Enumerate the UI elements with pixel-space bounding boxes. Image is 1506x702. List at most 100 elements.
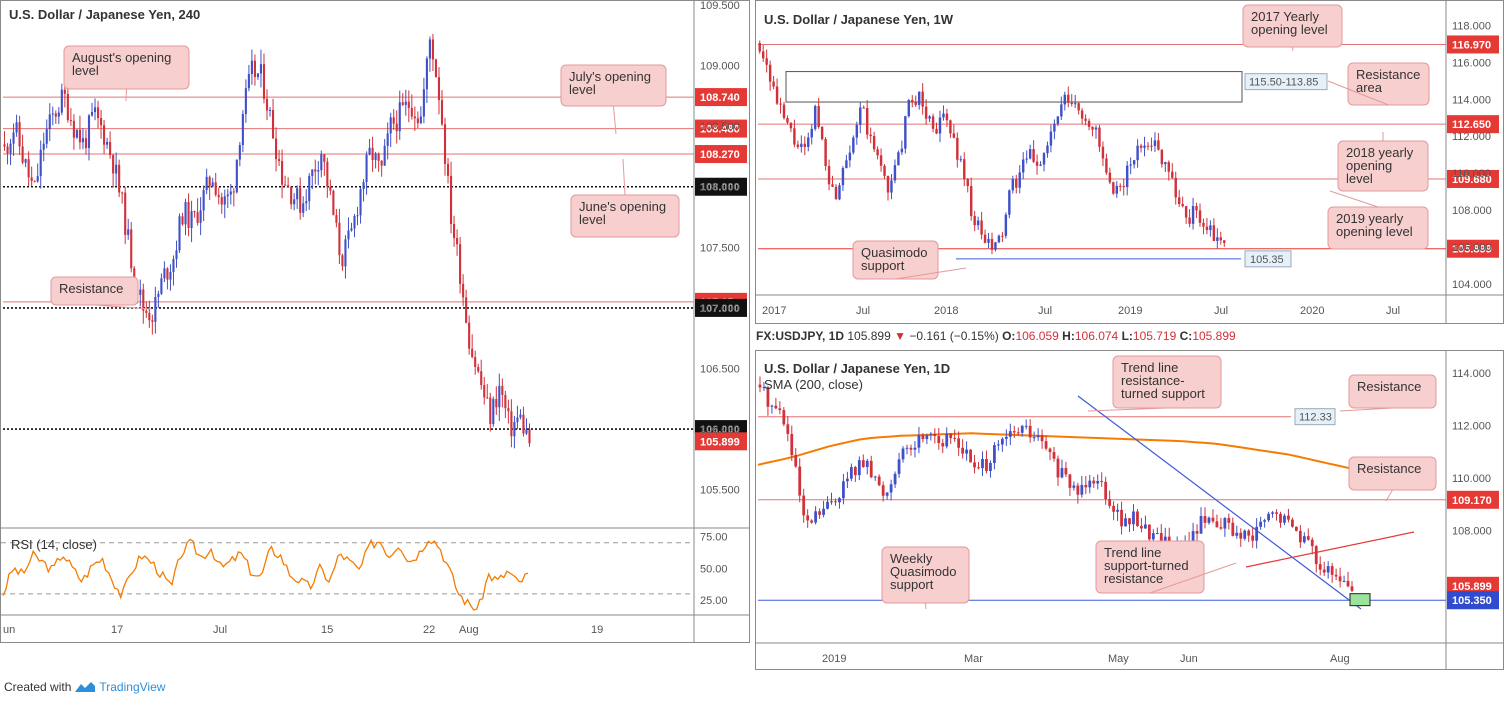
h4-candle — [259, 64, 263, 74]
weekly-candle — [1191, 206, 1195, 224]
weekly-candle — [997, 235, 1001, 243]
level-label: 112.33 — [1299, 412, 1332, 424]
chart-title: U.S. Dollar / Japanese Yen, 1D — [764, 361, 950, 376]
h4-candle — [175, 250, 178, 260]
h4-candle — [27, 159, 30, 178]
price-label-text: 108.270 — [700, 149, 740, 161]
y-tick-label: 107.000 — [700, 303, 740, 315]
weekly-candle — [859, 107, 862, 125]
h4-candle — [365, 154, 368, 183]
h4-candle — [456, 238, 459, 245]
chart-panel-daily[interactable]: 112.33 109.170 105.899 105.350 114.000 112.00… — [755, 350, 1504, 670]
h4-candle — [63, 89, 66, 94]
weekly-candle — [1063, 94, 1067, 105]
weekly-candle — [952, 133, 956, 138]
h4-candle — [471, 348, 474, 357]
callout-2019-text: opening level — [1336, 224, 1413, 239]
daily-candle — [830, 501, 833, 503]
h4-candle — [166, 268, 169, 280]
weekly-candle — [1087, 120, 1091, 127]
daily-candle — [1020, 425, 1024, 433]
weekly-candle — [935, 128, 938, 134]
daily-candle — [965, 449, 968, 454]
h4-candle — [163, 268, 166, 279]
callout-2017-pointer — [1292, 46, 1294, 52]
h4-candle — [274, 138, 278, 160]
weekly-candle — [1039, 164, 1042, 166]
daily-candle — [1128, 518, 1131, 525]
callout-quasimodo-text: Quasimodo — [861, 245, 927, 260]
h4-candle — [172, 259, 175, 272]
callout-resistance-area-text: area — [1356, 80, 1383, 95]
chart-panel-h4[interactable]: 108.740108.480108.270108.000107.05107.00… — [0, 0, 750, 643]
h4-candle — [36, 176, 39, 182]
x-tick-label: 2019 — [1118, 305, 1142, 317]
callout-resistance-1-text: Resistance — [1357, 379, 1421, 394]
x-tick-label: 2018 — [934, 305, 958, 317]
callout-trend-support-text: Trend line — [1104, 545, 1161, 560]
daily-candle — [1338, 576, 1342, 582]
h4-candle — [235, 159, 238, 193]
daily-candle — [1283, 515, 1286, 523]
daily-candle — [1092, 480, 1096, 484]
daily-candle — [770, 405, 774, 407]
weekly-candle — [820, 126, 824, 140]
daily-candle — [1124, 518, 1127, 527]
h4-candle — [205, 176, 208, 190]
h4-candle — [374, 153, 377, 161]
weekly-candle — [862, 107, 865, 109]
weekly-candle — [966, 179, 969, 187]
low-value: 105.719 — [1132, 329, 1177, 343]
h4-candle — [244, 88, 247, 115]
daily-candle — [1136, 511, 1139, 526]
h4-candle — [96, 107, 100, 119]
weekly-chart-svg[interactable]: 115.50-113.85 116.970 112.650 109.680 105.89… — [756, 1, 1503, 323]
price-label-box — [1447, 169, 1499, 188]
price-label-text: 105.899 — [1452, 244, 1492, 256]
daily-candle — [1231, 522, 1235, 536]
tradingview-logo-icon[interactable] — [74, 680, 96, 694]
daily-candle — [1219, 527, 1223, 529]
h4-candle — [93, 107, 97, 113]
h4-candle — [69, 120, 72, 122]
weekly-candle — [1105, 158, 1108, 173]
h4-candle — [434, 59, 438, 78]
callout-resistance-2-pointer — [1385, 489, 1393, 502]
daily-candle — [1100, 480, 1104, 482]
weekly-candle — [1073, 103, 1077, 105]
y-tick-label: 106.500 — [700, 363, 740, 375]
price-label-text: 105.899 — [700, 436, 740, 448]
x-tick-label: Jul — [1038, 305, 1052, 317]
h4-candle — [404, 101, 407, 105]
callout-resistance-area-text: Resistance — [1356, 67, 1420, 82]
daily-candle — [1267, 513, 1270, 521]
chart-panel-weekly[interactable]: 115.50-113.85 116.970 112.650 109.680 105.89… — [755, 0, 1504, 324]
callout-2018-text: level — [1346, 171, 1373, 186]
daily-candle — [1008, 431, 1012, 437]
h4-chart-svg[interactable]: 108.740108.480108.270108.000107.05107.00… — [1, 1, 749, 642]
tradingview-brand-link[interactable]: TradingView — [99, 680, 166, 694]
h4-candle — [323, 154, 326, 162]
daily-candle — [996, 444, 1000, 446]
price-label-text: 116.970 — [1452, 39, 1491, 51]
daily-candle — [1016, 432, 1020, 434]
h4-candle — [392, 117, 395, 124]
price-label-box — [695, 88, 747, 107]
h4-candle — [15, 122, 18, 133]
h4-candle — [223, 196, 226, 205]
h4-candle — [220, 197, 223, 205]
h4-candle — [81, 138, 85, 143]
daily-candle — [985, 458, 988, 472]
daily-candle — [1104, 481, 1108, 500]
daily-candle — [1318, 564, 1322, 570]
daily-candle — [1116, 509, 1119, 512]
daily-candle — [794, 455, 798, 467]
weekly-candle — [1139, 145, 1143, 148]
callout-weekly-qm-text: Quasimodo — [890, 564, 956, 579]
h4-candle — [39, 149, 42, 177]
callout-trend-resistance-text: turned support — [1121, 386, 1205, 401]
daily-candle — [921, 435, 925, 440]
daily-chart-svg[interactable]: 112.33 109.170 105.899 105.350 114.000 112.00… — [756, 351, 1503, 669]
callout-2017-text: opening level — [1251, 22, 1328, 37]
footer-credit: Created with TradingView — [4, 680, 165, 694]
